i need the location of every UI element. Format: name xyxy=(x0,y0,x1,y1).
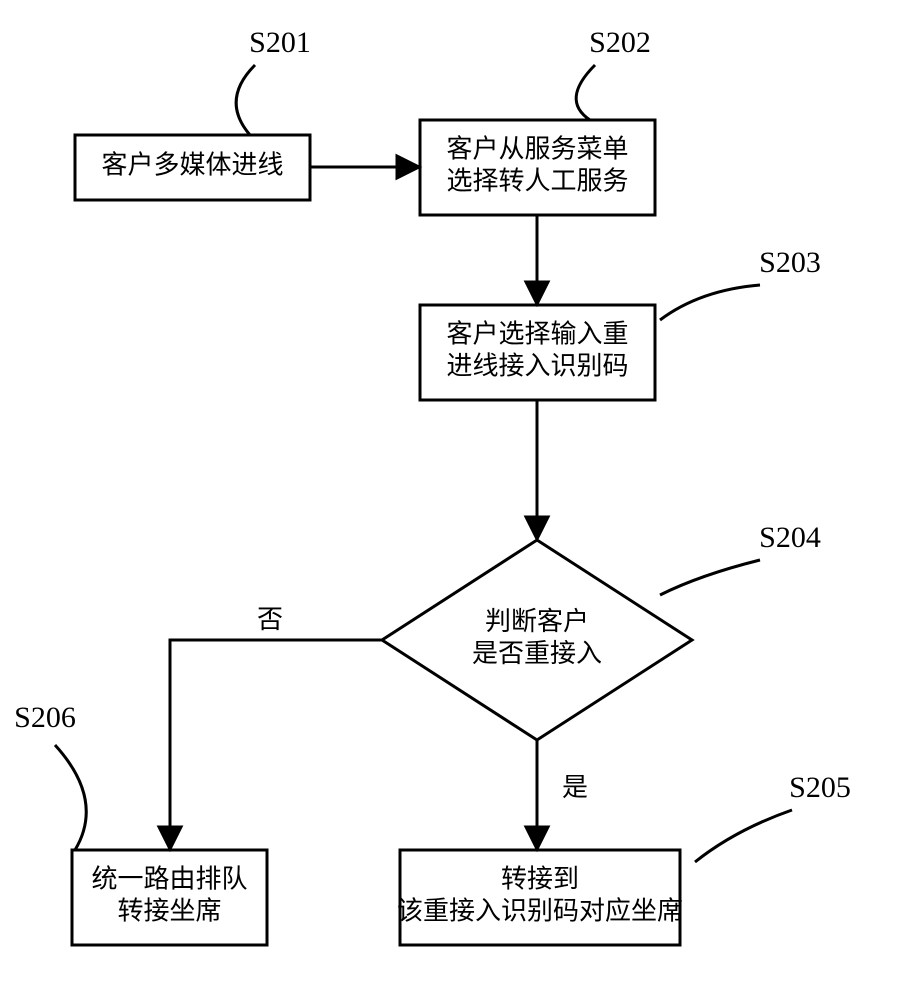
step-connector-s201 xyxy=(236,65,255,135)
edge-label-s204-s205: 是 xyxy=(562,773,588,802)
step-connector-s206 xyxy=(55,745,86,850)
svg-text:客户多媒体进线: 客户多媒体进线 xyxy=(101,150,283,179)
step-connector-s205 xyxy=(695,810,792,862)
step-label-s201: S201 xyxy=(249,26,311,59)
step-label-s206: S206 xyxy=(14,701,76,734)
step-label-s204: S204 xyxy=(759,521,821,554)
svg-text:转接到: 转接到 xyxy=(501,864,579,893)
svg-text:客户从服务菜单: 客户从服务菜单 xyxy=(446,134,628,163)
step-label-s205: S205 xyxy=(789,771,851,804)
svg-text:判断客户: 判断客户 xyxy=(485,607,589,636)
svg-text:是否重接入: 是否重接入 xyxy=(472,639,602,668)
step-label-s203: S203 xyxy=(759,246,821,279)
step-connector-s204 xyxy=(660,560,760,595)
svg-text:客户选择输入重: 客户选择输入重 xyxy=(446,319,628,348)
step-label-s202: S202 xyxy=(589,26,651,59)
edge-s204-s206 xyxy=(170,640,382,850)
svg-text:选择转人工服务: 选择转人工服务 xyxy=(446,166,628,195)
svg-text:进线接入识别码: 进线接入识别码 xyxy=(446,351,628,380)
step-connector-s202 xyxy=(576,65,595,120)
svg-text:转接坐席: 转接坐席 xyxy=(117,896,221,925)
step-connector-s203 xyxy=(660,285,760,320)
edge-label-s204-s206: 否 xyxy=(257,605,283,634)
svg-text:统一路由排队: 统一路由排队 xyxy=(91,864,247,893)
svg-text:该重接入识别码对应坐席: 该重接入识别码对应坐席 xyxy=(397,896,683,925)
